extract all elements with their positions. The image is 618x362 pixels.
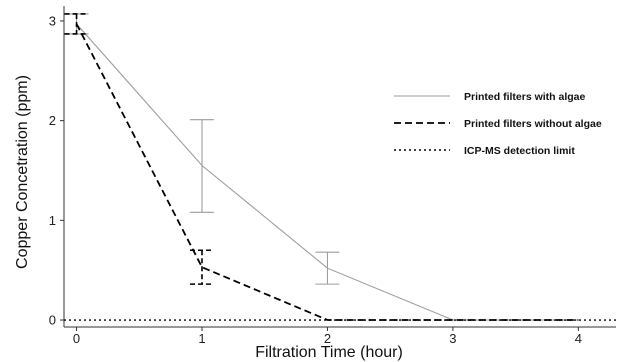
- x-tick-label: 0: [73, 331, 80, 346]
- y-tick-label: 0: [49, 313, 56, 328]
- series-0: [64, 13, 579, 321]
- legend: Printed filters with algae Printed filter…: [394, 91, 602, 157]
- x-axis-title: Filtration Time (hour): [255, 344, 403, 361]
- legend-label: Printed filters without algae: [464, 118, 602, 130]
- series-layer: [64, 13, 616, 321]
- legend-label: Printed filters with algae: [464, 91, 586, 103]
- y-tick-label: 2: [49, 113, 56, 128]
- y-axis-title: Copper Concetration (ppm): [14, 75, 31, 269]
- y-tick-label: 1: [49, 213, 56, 228]
- x-tick-label: 3: [449, 331, 456, 346]
- x-tick-label: 2: [324, 331, 331, 346]
- x-tick-label: 4: [575, 331, 582, 346]
- x-tick-label: 1: [198, 331, 205, 346]
- axes: 0 1 2 3 4 0 1 2 3: [49, 6, 616, 346]
- y-tick-label: 3: [49, 13, 56, 28]
- legend-label: ICP-MS detection limit: [464, 145, 575, 157]
- series-1: [64, 13, 579, 321]
